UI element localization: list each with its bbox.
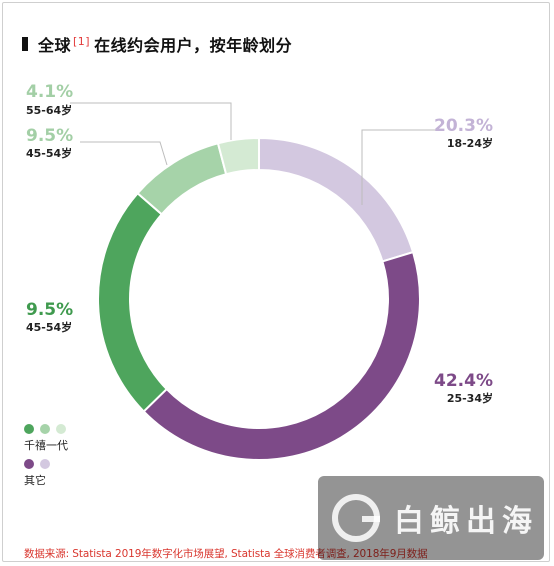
age-label-35-44: 45-54岁 — [26, 320, 72, 334]
title-main: 全球 — [38, 36, 72, 55]
legend-others-label: 其它 — [24, 474, 46, 487]
leader-line-18-24 — [361, 129, 444, 205]
legend-millennials: 千禧一代 — [24, 424, 68, 453]
percent-label-25-34: 42.4% — [434, 371, 493, 391]
legend-others: 其它 — [24, 459, 50, 488]
legend-swatch-1-1 — [40, 459, 50, 469]
title-footnote-ref: [1] — [73, 34, 91, 48]
donut-slice-45-54 — [136, 142, 228, 216]
age-label-25-34: 25-34岁 — [447, 391, 493, 405]
legend-swatch-0-2 — [56, 424, 66, 434]
legend-millennials-swatches — [24, 424, 68, 434]
chart-title: 全球 [1] 在线约会用户，按年龄划分 — [22, 32, 292, 56]
legend-swatch-1-0 — [24, 459, 34, 469]
watermark: 白鲸出海 — [318, 476, 544, 560]
percent-label-35-44: 9.5% — [26, 300, 73, 320]
donut-slice-18-24 — [258, 136, 415, 263]
percent-label-18-24: 20.3% — [434, 116, 493, 136]
percent-label-55-64: 4.1% — [26, 82, 73, 102]
legend-others-swatches — [24, 459, 50, 469]
percent-label-45-54: 9.5% — [26, 126, 73, 146]
age-label-45-54: 45-54岁 — [26, 146, 72, 160]
legend-swatch-0-0 — [24, 424, 34, 434]
source-note: 数据来源: Statista 2019年数字化市场展望, Statista 全球… — [24, 548, 428, 560]
legend-swatch-0-1 — [40, 424, 50, 434]
leader-line-45-54 — [80, 141, 168, 166]
donut-slice-25-34 — [142, 250, 421, 461]
donut-slice-55-64 — [216, 136, 260, 176]
legend-millennials-label: 千禧一代 — [24, 439, 68, 452]
donut-slice-35-44 — [97, 191, 169, 413]
watermark-logo-icon — [332, 494, 380, 542]
chart-frame — [2, 2, 550, 562]
watermark-text: 白鲸出海 — [394, 504, 538, 539]
age-label-18-24: 18-24岁 — [447, 136, 493, 150]
title-rest: 在线约会用户，按年龄划分 — [94, 36, 293, 55]
age-label-55-64: 55-64岁 — [26, 103, 72, 117]
leader-line-55-64 — [70, 102, 232, 140]
title-marker — [22, 37, 28, 51]
